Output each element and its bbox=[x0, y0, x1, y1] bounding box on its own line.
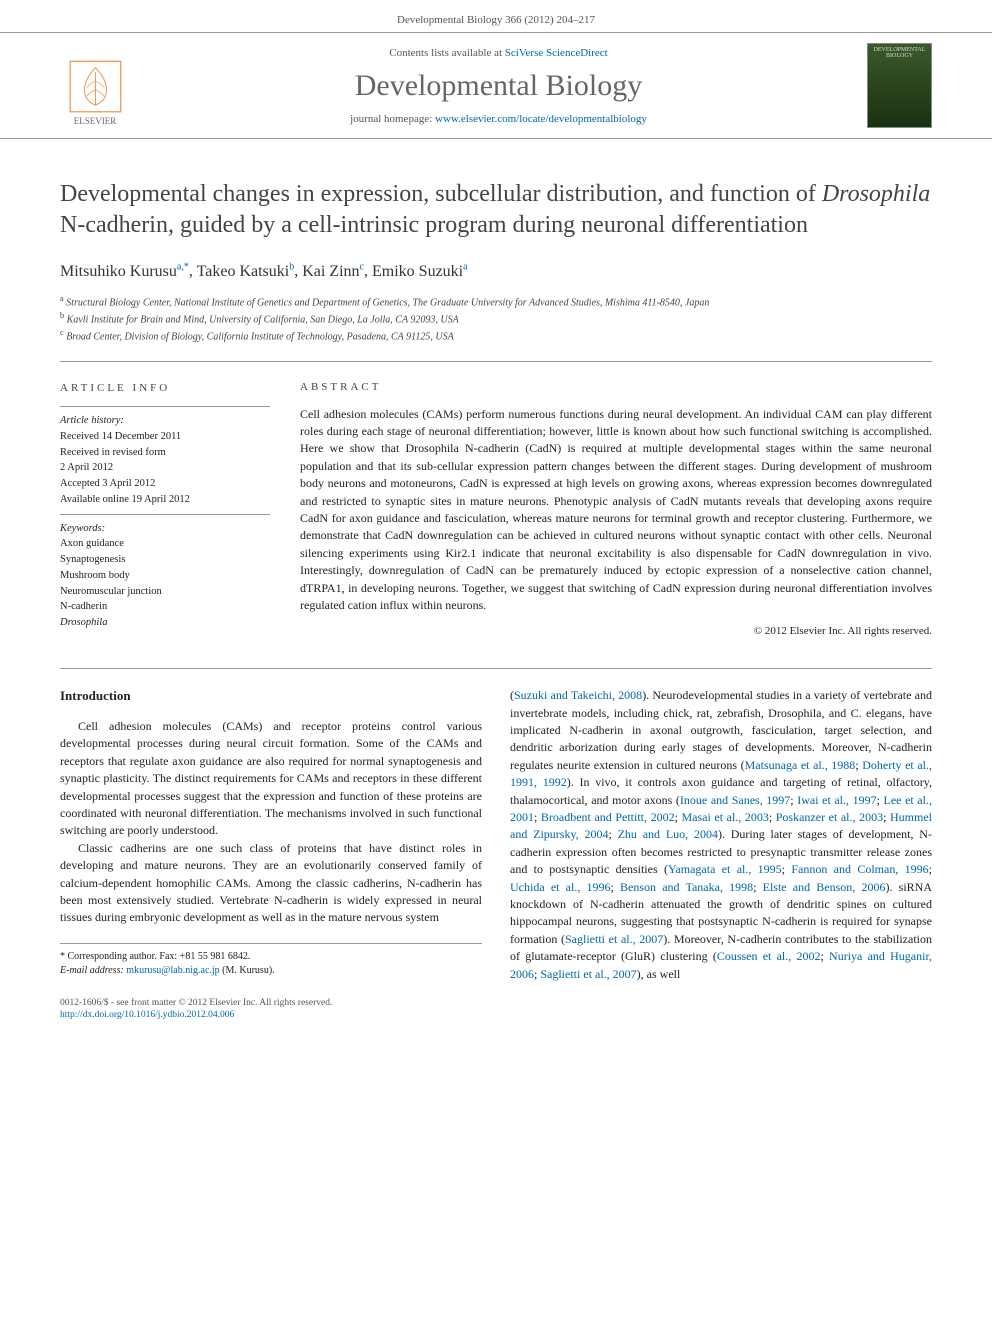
front-matter-line: 0012-1606/$ - see front matter © 2012 El… bbox=[60, 997, 932, 1009]
citation-link[interactable]: Broadbent and Pettitt, 2002 bbox=[541, 810, 675, 824]
citation-link[interactable]: Inoue and Sanes, 1997 bbox=[680, 793, 790, 807]
keyword: Drosophila bbox=[60, 615, 270, 631]
author-affil-mark: c bbox=[360, 261, 364, 272]
corr-email-line: E-mail address: mkurusu@lab.nig.ac.jp (M… bbox=[60, 964, 482, 978]
email-label: E-mail address: bbox=[60, 965, 124, 976]
divider bbox=[60, 514, 270, 515]
author-1: Mitsuhiko Kurusua,* bbox=[60, 263, 189, 280]
body-columns: Introduction Cell adhesion molecules (CA… bbox=[60, 687, 932, 983]
article-info: article info Article history: Received 1… bbox=[60, 380, 270, 641]
corresponding-author-footnote: * Corresponding author. Fax: +81 55 981 … bbox=[60, 943, 482, 978]
running-header: Developmental Biology 366 (2012) 204–217 bbox=[0, 0, 992, 32]
affiliation-a: a Structural Biology Center, National In… bbox=[60, 293, 932, 310]
author-affil-mark: a,* bbox=[177, 261, 189, 272]
corr-email-link[interactable]: mkurusu@lab.nig.ac.jp bbox=[126, 965, 219, 976]
homepage-link[interactable]: www.elsevier.com/locate/developmentalbio… bbox=[435, 113, 647, 125]
abstract: abstract Cell adhesion molecules (CAMs) … bbox=[300, 380, 932, 641]
doi-link[interactable]: http://dx.doi.org/10.1016/j.ydbio.2012.0… bbox=[60, 1010, 234, 1020]
history-line: 2 April 2012 bbox=[60, 460, 270, 476]
keyword-italic: Drosophila bbox=[60, 617, 107, 628]
affiliations: a Structural Biology Center, National In… bbox=[60, 293, 932, 345]
citation-link[interactable]: Fannon and Colman, 1996 bbox=[791, 862, 928, 876]
title-part-1: Developmental changes in expression, sub… bbox=[60, 181, 822, 207]
affil-text: Kavli Institute for Brain and Mind, Univ… bbox=[67, 314, 459, 325]
keyword: Synaptogenesis bbox=[60, 552, 270, 568]
history-heading: Article history: bbox=[60, 413, 270, 429]
citation-link[interactable]: Coussen et al., 2002 bbox=[717, 949, 821, 963]
affil-mark: a bbox=[60, 294, 64, 303]
affiliation-b: b Kavli Institute for Brain and Mind, Un… bbox=[60, 310, 932, 327]
homepage-line: journal homepage: www.elsevier.com/locat… bbox=[150, 113, 847, 125]
masthead-center: Contents lists available at SciVerse Sci… bbox=[150, 47, 847, 125]
author-4: Emiko Suzukia bbox=[372, 263, 468, 280]
info-abstract-row: article info Article history: Received 1… bbox=[60, 361, 932, 641]
affil-text: Structural Biology Center, National Inst… bbox=[66, 297, 709, 308]
introduction-heading: Introduction bbox=[60, 687, 482, 706]
abstract-heading: abstract bbox=[300, 380, 932, 396]
divider bbox=[60, 406, 270, 407]
author-affil-mark: b bbox=[289, 261, 294, 272]
author-name: Mitsuhiko Kurusu bbox=[60, 263, 177, 280]
intro-para-3: (Suzuki and Takeichi, 2008). Neurodevelo… bbox=[510, 687, 932, 983]
keywords-heading: Keywords: bbox=[60, 521, 270, 537]
keyword: Neuromuscular junction bbox=[60, 584, 270, 600]
citation-link[interactable]: Matsunaga et al., 1988 bbox=[745, 758, 856, 772]
citation-text: Developmental Biology 366 (2012) 204–217 bbox=[397, 14, 595, 26]
sciencedirect-link[interactable]: SciVerse ScienceDirect bbox=[505, 47, 608, 59]
elsevier-logo: ELSEVIER bbox=[60, 46, 130, 126]
author-3: Kai Zinnc bbox=[302, 263, 364, 280]
history-line: Accepted 3 April 2012 bbox=[60, 476, 270, 492]
elsevier-name: ELSEVIER bbox=[74, 116, 117, 126]
citation-link[interactable]: Uchida et al., 1996 bbox=[510, 880, 611, 894]
masthead: ELSEVIER Contents lists available at Sci… bbox=[0, 32, 992, 139]
elsevier-tree-icon bbox=[68, 59, 123, 114]
affiliation-c: c Broad Center, Division of Biology, Cal… bbox=[60, 327, 932, 344]
history-line: Available online 19 April 2012 bbox=[60, 492, 270, 508]
citation-link[interactable]: Benson and Tanaka, 1998 bbox=[620, 880, 753, 894]
affil-mark: b bbox=[60, 311, 64, 320]
abstract-text: Cell adhesion molecules (CAMs) perform n… bbox=[300, 406, 932, 615]
article-title: Developmental changes in expression, sub… bbox=[60, 179, 932, 241]
email-attribution: (M. Kurusu). bbox=[222, 965, 275, 976]
contents-available-line: Contents lists available at SciVerse Sci… bbox=[150, 47, 847, 59]
affil-mark: c bbox=[60, 328, 64, 337]
history-line: Received 14 December 2011 bbox=[60, 429, 270, 445]
author-affil-mark: a bbox=[463, 261, 467, 272]
abstract-copyright: © 2012 Elsevier Inc. All rights reserved… bbox=[300, 624, 932, 640]
citation-link[interactable]: Iwai et al., 1997 bbox=[797, 793, 876, 807]
journal-cover-thumb: DEVELOPMENTAL BIOLOGY bbox=[867, 43, 932, 128]
author-name: Takeo Katsuki bbox=[197, 263, 290, 280]
contents-prefix: Contents lists available at bbox=[389, 47, 504, 59]
citation-link[interactable]: Zhu and Luo, 2004 bbox=[618, 827, 718, 841]
intro-para-2: Classic cadherins are one such class of … bbox=[60, 840, 482, 927]
title-part-2: N-cadherin, guided by a cell-intrinsic p… bbox=[60, 212, 808, 238]
cover-label: DEVELOPMENTAL BIOLOGY bbox=[874, 47, 926, 59]
authors-line: Mitsuhiko Kurusua,*, Takeo Katsukib, Kai… bbox=[60, 261, 932, 280]
citation-link[interactable]: Saglietti et al., 2007 bbox=[540, 967, 636, 981]
keyword: Axon guidance bbox=[60, 536, 270, 552]
citation-link[interactable]: Masai et al., 2003 bbox=[682, 810, 769, 824]
keyword: N-cadherin bbox=[60, 599, 270, 615]
history-line: Received in revised form bbox=[60, 445, 270, 461]
article-info-heading: article info bbox=[60, 380, 270, 397]
corr-author-line: * Corresponding author. Fax: +81 55 981 … bbox=[60, 950, 482, 964]
citation-link[interactable]: Poskanzer et al., 2003 bbox=[776, 810, 883, 824]
citation-link[interactable]: Saglietti et al., 2007 bbox=[565, 932, 663, 946]
citation-link[interactable]: Elste and Benson, 2006 bbox=[763, 880, 886, 894]
citation-link[interactable]: Yamagata et al., 1995 bbox=[668, 862, 782, 876]
journal-title: Developmental Biology bbox=[150, 69, 847, 103]
doi-line: http://dx.doi.org/10.1016/j.ydbio.2012.0… bbox=[60, 1009, 932, 1021]
page-footer: 0012-1606/$ - see front matter © 2012 El… bbox=[60, 997, 932, 1022]
author-name: Kai Zinn bbox=[302, 263, 359, 280]
intro-para-1: Cell adhesion molecules (CAMs) and recep… bbox=[60, 718, 482, 840]
homepage-prefix: journal homepage: bbox=[350, 113, 435, 125]
section-divider bbox=[60, 668, 932, 669]
title-italic: Drosophila bbox=[822, 181, 930, 207]
citation-link[interactable]: Suzuki and Takeichi, 2008 bbox=[514, 688, 642, 702]
keyword: Mushroom body bbox=[60, 568, 270, 584]
author-name: Emiko Suzuki bbox=[372, 263, 463, 280]
affil-text: Broad Center, Division of Biology, Calif… bbox=[66, 332, 454, 343]
author-2: Takeo Katsukib bbox=[197, 263, 295, 280]
